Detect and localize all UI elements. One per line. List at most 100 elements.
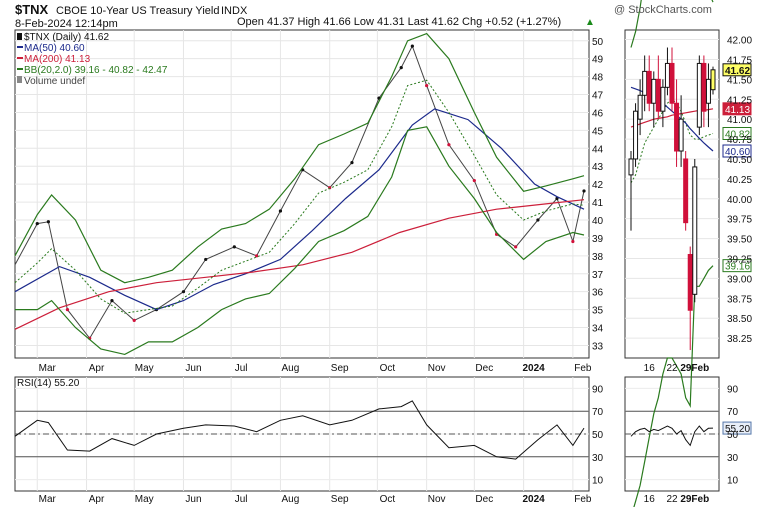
bollinger-middle-line — [14, 79, 585, 314]
main-x-tick: Jul — [235, 363, 248, 374]
main-y-tick: 38 — [592, 252, 604, 263]
candle-body — [687, 254, 693, 311]
main-y-tick: 35 — [592, 306, 604, 317]
exchange: INDX — [221, 5, 248, 17]
value-tags: 41.62 41.13 40.82 40.60 39.16 55.20 — [722, 63, 752, 435]
zoom-x-tick: 22 — [666, 363, 678, 374]
candle-body — [710, 69, 716, 91]
zoom-y-tick: 39.75 — [727, 215, 752, 226]
candle-body — [692, 166, 698, 295]
zoom-x-tick: 29Feb — [680, 363, 709, 374]
main-y-tick: 33 — [592, 341, 604, 352]
rsi-x-tick: Mar — [39, 494, 57, 505]
legend-ma50: MA(50) 40.60 — [24, 43, 85, 54]
up-arrow-icon: ▲ — [585, 17, 595, 28]
candle-body — [664, 62, 670, 88]
rsi-value-tag-box — [722, 421, 752, 435]
candle-body — [646, 70, 652, 104]
ma50-line — [14, 108, 585, 311]
price-point — [254, 254, 259, 258]
legend-swatch-price — [17, 33, 22, 40]
candle-body — [633, 110, 639, 160]
zoom-y-tick: 38.50 — [727, 314, 752, 325]
value-tag-box — [722, 259, 752, 273]
legend-volume: Volume undef — [24, 76, 85, 87]
price-point — [410, 44, 414, 48]
rsi-y-tick: 10 — [592, 476, 604, 487]
zoom-y-tick: 41.75 — [727, 55, 752, 66]
rsi-zoom-line — [630, 425, 714, 447]
security-name: CBOE 10-Year US Treasury Yield — [56, 5, 219, 17]
candle-body — [696, 62, 702, 128]
price-point — [65, 308, 70, 312]
price-point — [536, 218, 540, 222]
main-y-tick: 45 — [592, 126, 604, 137]
zoom-y-tick: 41.25 — [727, 95, 752, 106]
symbol: $TNX — [15, 2, 49, 17]
candle-body — [674, 102, 680, 152]
legend-ma200: MA(200) 41.13 — [24, 54, 91, 65]
rsi-value-tag-text: 55.20 — [725, 424, 750, 435]
candle-body — [669, 62, 675, 104]
main-y-tick: 43 — [592, 162, 604, 173]
main-x-tick: Sep — [331, 363, 349, 374]
zoom-y-tick: 40.00 — [727, 195, 752, 206]
candle-body — [683, 158, 689, 224]
rsi-zoom-y-tick: 10 — [727, 476, 739, 487]
price-point — [35, 221, 39, 226]
value-tag-box — [722, 102, 752, 116]
price-point — [232, 245, 236, 249]
main-y-tick: 40 — [592, 216, 604, 227]
zoom-y-tick: 42.00 — [727, 36, 752, 47]
rsi-x-tick: Jul — [235, 494, 248, 505]
main-x-tick: Oct — [380, 363, 396, 374]
main-gridlines — [15, 30, 589, 358]
rsi-x-tick: May — [135, 494, 154, 505]
rsi-x-tick: Sep — [331, 494, 349, 505]
datetime: 8-Feb-2024 12:14pm — [15, 18, 118, 30]
price-point — [132, 318, 136, 322]
rsi-x-tick: Apr — [89, 494, 105, 505]
price-point — [472, 178, 476, 183]
price-point — [447, 143, 451, 147]
axis-labels: 33 34 35 36 37 38 39 40 41 42 43 44 45 46 47 48 49 50 Mar M… — [39, 36, 753, 505]
panel-frames — [14, 29, 720, 492]
value-tag-box — [722, 144, 752, 158]
rsi-x-tick: Dec — [475, 494, 493, 505]
candle-body — [705, 78, 711, 104]
candle-body — [642, 70, 648, 96]
rsi-line — [14, 400, 585, 460]
value-tag-text: 40.60 — [725, 147, 750, 158]
price-point — [110, 299, 114, 303]
value-tag-text: 41.62 — [725, 66, 750, 77]
main-x-tick: 2024 — [522, 363, 545, 374]
rsi-label: RSI(14) 55.20 — [17, 378, 80, 389]
watermark: @ StockCharts.com — [614, 4, 712, 16]
value-tag-text: 41.13 — [725, 105, 750, 116]
main-y-tick: 44 — [592, 144, 604, 155]
main-y-tick: 48 — [592, 73, 604, 84]
main-x-tick: Nov — [428, 363, 446, 374]
rsi-zoom-y-tick: 50 — [727, 430, 739, 441]
main-y-tick: 37 — [592, 270, 604, 281]
value-tag-box — [722, 63, 752, 77]
main-y-tick: 41 — [592, 198, 604, 209]
main-panel-frame — [14, 29, 590, 359]
main-y-tick: 42 — [592, 180, 604, 191]
main-x-tick: Dec — [475, 363, 493, 374]
price-point — [425, 83, 429, 88]
price-point — [399, 66, 403, 70]
bollinger-band-line — [14, 32, 585, 284]
candle-body — [637, 94, 643, 120]
zoom-bb-lower-line — [631, 265, 714, 512]
main-x-tick: Apr — [89, 363, 105, 374]
candle-body — [655, 78, 661, 112]
price-point — [46, 220, 50, 224]
candle-body — [678, 118, 684, 152]
zoom-y-tick: 40.50 — [727, 155, 752, 166]
value-tag-text: 40.82 — [725, 129, 750, 140]
rsi-zoom-x-tick: 16 — [644, 494, 656, 505]
zoom-y-tick: 41.00 — [727, 115, 752, 126]
rsi-y-tick: 90 — [592, 384, 604, 395]
legend-price: $TNX (Daily) 41.62 — [24, 32, 109, 43]
